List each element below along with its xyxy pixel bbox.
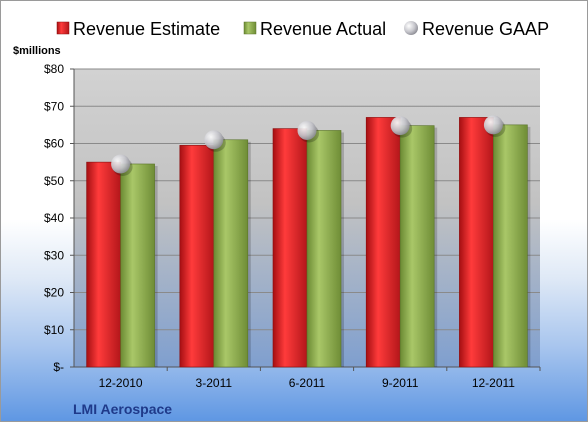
y-axis-unit-label: $millions	[13, 45, 61, 57]
y-tick-label: $40	[44, 211, 64, 225]
legend-label-actual: Revenue Actual	[260, 19, 386, 39]
x-axis: 12-2010 3-2011 6-2011 9-2011 12-2011	[99, 367, 541, 390]
legend-label-estimate: Revenue Estimate	[73, 19, 220, 39]
legend-label-gaap: Revenue GAAP	[422, 19, 549, 39]
bar-revenue-actual	[213, 139, 249, 368]
legend-swatch-estimate	[56, 21, 70, 35]
gaap-marker	[390, 116, 410, 136]
gaap-marker	[204, 130, 224, 150]
bar-revenue-actual	[120, 163, 155, 368]
legend: Revenue Estimate Revenue Actual Revenue …	[56, 19, 549, 39]
y-tick-label: $70	[44, 99, 64, 113]
bars	[86, 117, 531, 368]
legend-swatch-actual	[243, 21, 257, 35]
x-tick-label: 9-2011	[382, 376, 419, 390]
bar-revenue-actual	[399, 125, 435, 368]
bar-revenue-estimate	[86, 161, 121, 368]
bar-revenue-actual	[493, 124, 528, 368]
bar-revenue-actual	[306, 130, 342, 368]
y-tick-label: $50	[44, 174, 64, 188]
gaap-marker	[483, 115, 503, 135]
bar-revenue-estimate	[459, 117, 494, 368]
bar-revenue-estimate	[272, 128, 308, 368]
gaap-markers	[111, 115, 506, 176]
x-tick-label: 6-2011	[289, 376, 326, 390]
y-tick-label: $80	[44, 62, 64, 76]
bar-revenue-estimate	[365, 117, 401, 368]
legend-marker-gaap	[404, 21, 418, 35]
legend-item-actual: Revenue Actual	[243, 19, 386, 39]
bar-revenue-estimate	[179, 145, 215, 368]
gaap-marker	[297, 120, 317, 140]
company-name: LMI Aerospace	[73, 401, 172, 417]
y-tick-label: $-	[53, 360, 64, 374]
x-tick-label: 12-2011	[472, 376, 515, 390]
y-tick-label: $20	[44, 286, 64, 300]
legend-item-gaap: Revenue GAAP	[404, 19, 549, 39]
y-tick-label: $10	[44, 323, 64, 337]
x-tick-label: 3-2011	[196, 376, 233, 390]
x-tick-label: 12-2010	[99, 376, 143, 390]
y-tick-label: $30	[44, 248, 64, 262]
y-tick-label: $60	[44, 137, 64, 151]
legend-item-estimate: Revenue Estimate	[56, 19, 220, 39]
gaap-marker	[111, 154, 131, 174]
